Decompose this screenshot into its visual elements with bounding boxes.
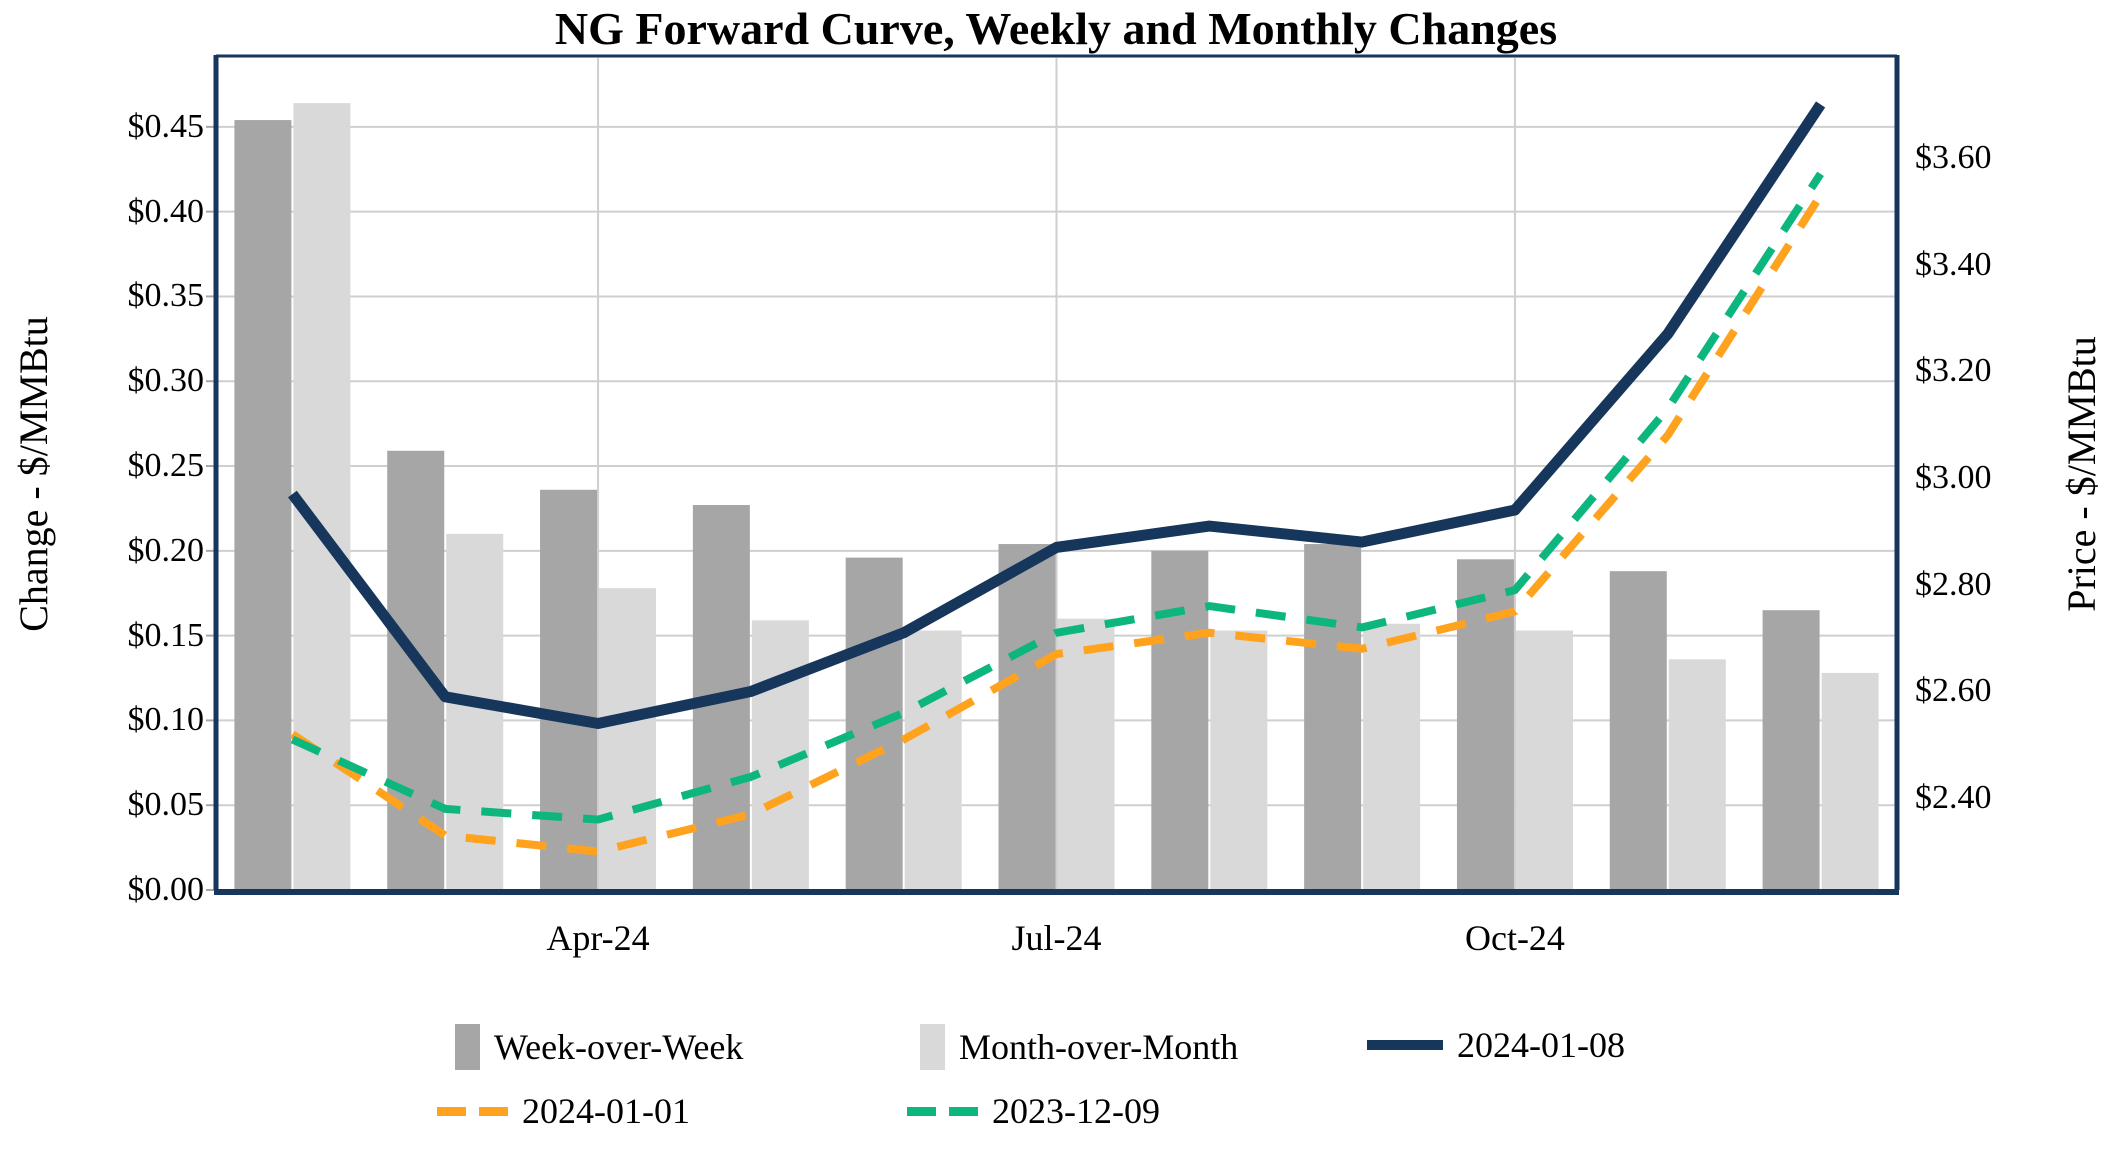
left-axis-tick-label: $0.00 xyxy=(127,871,205,908)
dashed-line-swatch-icon xyxy=(437,1106,508,1116)
bar-month-over-month xyxy=(1057,618,1115,890)
legend-item-week-over-week: Week-over-Week xyxy=(455,1024,743,1070)
left-axis-tick-label: $0.40 xyxy=(127,192,205,230)
legend-item-month-over-month: Month-over-Month xyxy=(920,1024,1238,1070)
right-axis-title: Price - $/MMBtu xyxy=(2059,336,2104,612)
bar-month-over-month xyxy=(1821,672,1879,890)
bar-week-over-week xyxy=(387,450,445,890)
left-axis-title: Change - $/MMBtu xyxy=(11,316,56,632)
bar-month-over-month xyxy=(1668,659,1726,890)
bar-month-over-month xyxy=(1515,630,1573,890)
left-axis-tick-label: $0.20 xyxy=(127,531,205,569)
solid-line-swatch-icon xyxy=(1367,1040,1443,1050)
chart-title: NG Forward Curve, Weekly and Monthly Cha… xyxy=(554,3,1558,54)
bar-month-over-month xyxy=(293,103,351,890)
week-over-week-swatch-icon xyxy=(455,1024,480,1070)
right-axis-tick-label: $3.40 xyxy=(1915,245,1992,283)
right-axis-tick-label: $3.00 xyxy=(1915,459,1992,496)
month-over-month-swatch-icon xyxy=(920,1024,945,1070)
line-2024-01-01 xyxy=(290,193,1824,856)
bar-week-over-week xyxy=(1762,610,1820,890)
left-axis-tick-label: $0.15 xyxy=(127,616,205,654)
right-axis-tick-label: $2.40 xyxy=(1915,779,1992,817)
bar-week-over-week xyxy=(234,120,292,890)
legend-label: Week-over-Week xyxy=(494,1027,744,1067)
right-axis-tick-label: $2.80 xyxy=(1915,565,1992,603)
bar-month-over-month xyxy=(446,533,504,890)
line-2024-01-08 xyxy=(288,101,1826,729)
legend-item-2023-12-09: 2023-12-09 xyxy=(907,1090,1160,1132)
bar-week-over-week xyxy=(998,544,1056,890)
x-axis-tick-label: Apr-24 xyxy=(546,918,650,958)
legend-label: 2024-01-08 xyxy=(1457,1025,1625,1065)
dashed-line-swatch-icon xyxy=(907,1106,978,1116)
left-axis-tick-label: $0.30 xyxy=(127,362,205,400)
left-axis-tick-label: $0.05 xyxy=(127,786,205,824)
x-axis-tick-label: Oct-24 xyxy=(1464,918,1565,958)
bar-month-over-month xyxy=(1363,623,1421,890)
bar-week-over-week xyxy=(1304,544,1362,890)
bar-month-over-month xyxy=(1210,630,1268,890)
bar-week-over-week xyxy=(1151,550,1209,890)
legend-label: Month-over-Month xyxy=(959,1027,1239,1067)
right-axis-tick-label: $3.20 xyxy=(1915,352,1992,390)
bar-month-over-month xyxy=(904,630,962,890)
right-axis-tick-label: $3.60 xyxy=(1915,138,1992,176)
left-axis-tick-label: $0.25 xyxy=(127,447,205,485)
left-axis-tick-label: $0.10 xyxy=(127,701,205,739)
legend-label: 2024-01-01 xyxy=(522,1091,690,1131)
bar-week-over-week xyxy=(540,489,598,890)
bar-week-over-week xyxy=(1609,571,1667,890)
x-axis-tick-label: Jul-24 xyxy=(1011,918,1102,958)
legend-label: 2023-12-09 xyxy=(992,1091,1160,1131)
bar-week-over-week xyxy=(1456,559,1514,890)
line-2023-12-09 xyxy=(290,171,1824,824)
legend-item-2024-01-01: 2024-01-01 xyxy=(437,1090,690,1132)
left-axis-tick-label: $0.35 xyxy=(127,277,205,315)
legend-item-2024-01-08: 2024-01-08 xyxy=(1367,1024,1625,1066)
right-axis-tick-label: $2.60 xyxy=(1915,672,1992,710)
left-axis-tick-label: $0.45 xyxy=(127,107,205,145)
